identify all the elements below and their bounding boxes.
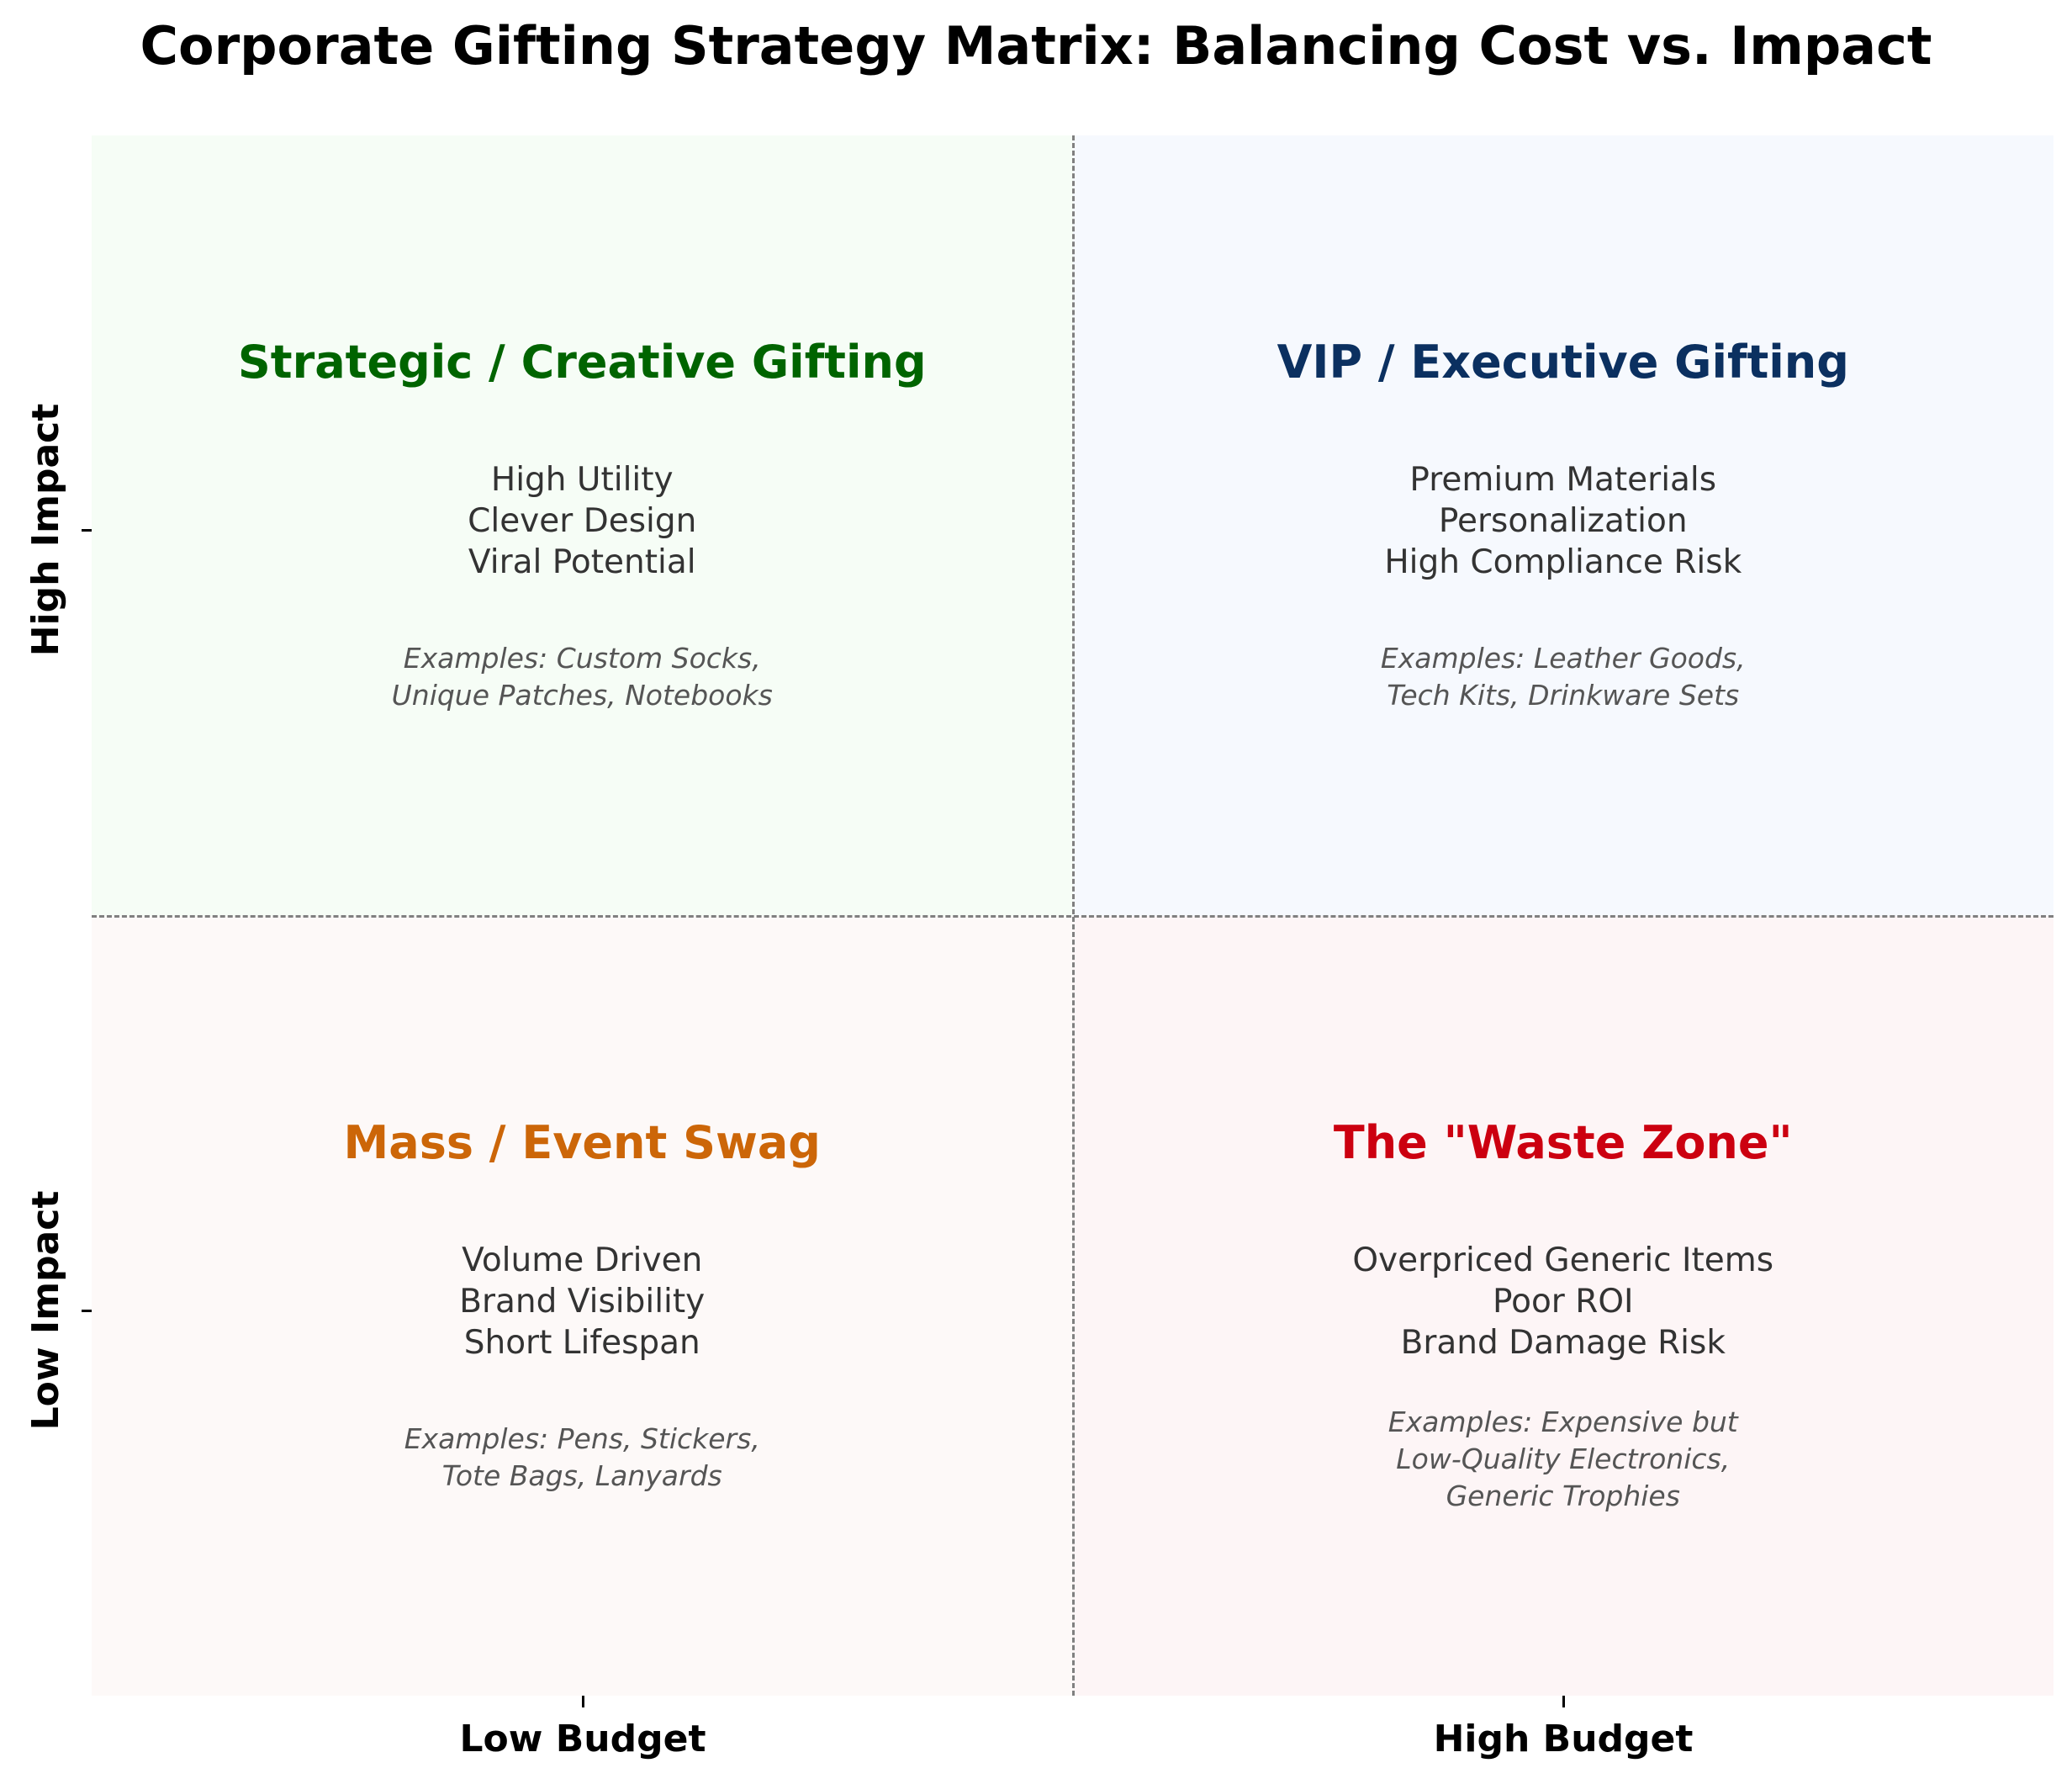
quadrant-title: Strategic / Creative Gifting <box>237 336 927 389</box>
example-line: Generic Trophies <box>1446 1479 1680 1512</box>
trait-item: High Compliance Risk <box>1384 543 1742 581</box>
quadrant-traits: Premium Materials Personalization High C… <box>1073 459 2054 583</box>
quadrant-traits: Volume Driven Brand Visibility Short Lif… <box>92 1240 1073 1363</box>
x-tick-high <box>1562 1696 1565 1707</box>
quadrant-examples: Examples: Custom Socks, Unique Patches, … <box>92 640 1073 714</box>
y-tick-label-low: Low Impact <box>24 1190 67 1431</box>
quadrant-title: VIP / Executive Gifting <box>1276 336 1849 389</box>
y-tick-label-high: High Impact <box>24 403 67 657</box>
quadrant-examples: Examples: Pens, Stickers, Tote Bags, Lan… <box>92 1421 1073 1495</box>
quadrant-vip-executive: VIP / Executive Gifting Premium Material… <box>1072 135 2054 916</box>
quadrant-title: The "Waste Zone" <box>1333 1115 1793 1169</box>
x-tick-label-high: High Budget <box>1433 1718 1694 1760</box>
trait-item: Viral Potential <box>468 543 696 581</box>
trait-item: Overpriced Generic Items <box>1352 1241 1774 1279</box>
trait-item: Brand Visibility <box>459 1282 706 1321</box>
quadrant-traits: High Utility Clever Design Viral Potenti… <box>92 459 1073 583</box>
trait-item: Premium Materials <box>1409 461 1717 499</box>
example-line: Tech Kits, Drinkware Sets <box>1387 679 1740 712</box>
quadrant-examples: Examples: Leather Goods, Tech Kits, Drin… <box>1073 640 2054 714</box>
y-tick-low <box>82 1310 92 1312</box>
example-line: Unique Patches, Notebooks <box>391 679 773 712</box>
example-line: Tote Bags, Lanyards <box>441 1458 722 1492</box>
matrix-plot-area: Strategic / Creative Gifting High Utilit… <box>92 135 2054 1696</box>
quadrant-strategic-creative: Strategic / Creative Gifting High Utilit… <box>92 135 1073 916</box>
trait-item: Clever Design <box>468 502 697 540</box>
trait-item: Personalization <box>1438 502 1688 540</box>
trait-item: Short Lifespan <box>463 1323 700 1362</box>
y-tick-high <box>82 529 92 532</box>
horizontal-divider <box>92 914 2054 918</box>
example-line: Low-Quality Electronics, <box>1396 1442 1731 1475</box>
example-line: Examples: Pens, Stickers, <box>404 1421 760 1455</box>
chart-title: Corporate Gifting Strategy Matrix: Balan… <box>140 15 1932 77</box>
quadrant-traits: Overpriced Generic Items Poor ROI Brand … <box>1073 1240 2054 1363</box>
trait-item: Volume Driven <box>462 1241 703 1279</box>
example-line: Examples: Expensive but <box>1388 1405 1738 1438</box>
quadrant-title: Mass / Event Swag <box>343 1115 821 1169</box>
example-line: Examples: Custom Socks, <box>403 642 761 675</box>
trait-item: Brand Damage Risk <box>1400 1323 1726 1362</box>
trait-item: High Utility <box>490 461 674 499</box>
x-tick-label-low: Low Budget <box>459 1718 706 1760</box>
x-tick-low <box>582 1696 584 1707</box>
example-line: Examples: Leather Goods, <box>1380 642 1746 675</box>
quadrant-examples: Examples: Expensive but Low-Quality Elec… <box>1073 1404 2054 1515</box>
trait-item: Poor ROI <box>1492 1282 1634 1321</box>
quadrant-waste-zone: The "Waste Zone" Overpriced Generic Item… <box>1072 915 2054 1696</box>
quadrant-mass-event-swag: Mass / Event Swag Volume Driven Brand Vi… <box>92 915 1073 1696</box>
